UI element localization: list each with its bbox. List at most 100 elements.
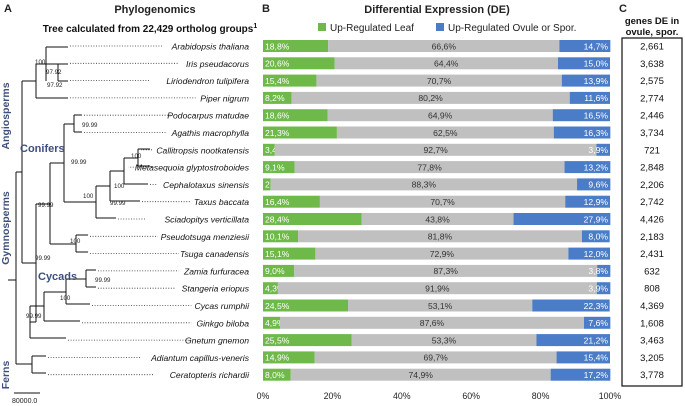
genes-de-metasequoia-glyptostroboides: 2,848 <box>640 163 664 174</box>
bar-leaf-cycas-rumphii <box>263 299 349 312</box>
bootstrap-label-8: 99.99 <box>38 202 54 209</box>
bar-label-not-de-zamia-furfuracea: 87,3% <box>434 266 459 276</box>
clade-ferns-label: Ferns <box>0 361 12 390</box>
bar-label-not-de-arabidopsis-thaliana: 66,6% <box>432 41 457 51</box>
bar-label-leaf-adiantum-capillus-veneris: 14,9% <box>265 353 290 363</box>
bootstrap-label-14: 99.99 <box>26 313 42 320</box>
bootstrap-label-4: 99.99 <box>71 159 87 166</box>
bootstrap-label-10: 99.99 <box>110 200 126 207</box>
panel-a-subtitle: Tree calculated from 22,429 ortholog gro… <box>43 23 258 35</box>
bar-ovule-zamia-furfuracea <box>597 264 611 277</box>
bar-label-leaf-gnetum-gnemon: 25,5% <box>265 335 290 345</box>
bar-label-not-de-callitropsis-nootkatensis: 92,7% <box>423 145 448 155</box>
genes-de-taxus-baccata: 2,742 <box>640 197 664 208</box>
genes-de-cephalotaxus-sinensis: 2,206 <box>640 180 664 191</box>
bar-label-ovule-podocarpus-matudae: 16,5% <box>584 111 609 121</box>
bar-label-not-de-gnetum-gnemon: 53,3% <box>432 335 457 345</box>
bar-label-leaf-taxus-baccata: 16,4% <box>265 197 290 207</box>
bar-ovule-iris-pseudacorus <box>557 57 610 70</box>
bar-leaf-gnetum-gnemon <box>263 334 352 347</box>
phylogenetic-tree <box>8 46 150 394</box>
bar-ovule-cycas-rumphii <box>532 299 610 312</box>
genes-de-podocarpus-matudae: 2,446 <box>640 111 664 122</box>
bar-ovule-pseudotsuga-menziesii <box>581 230 610 243</box>
legend-ovule-swatch <box>436 23 444 31</box>
genes-de-cycas-rumphii: 4,369 <box>640 301 664 312</box>
bar-leaf-agathis-macrophylla <box>263 126 337 139</box>
bar-label-leaf-cycas-rumphii: 24,5% <box>265 301 290 311</box>
bar-ovule-arabidopsis-thaliana <box>559 40 611 52</box>
bar-label-leaf-iris-pseudacorus: 20,6% <box>265 59 290 69</box>
bar-not-de-zamia-furfuracea <box>294 264 598 277</box>
bar-not-de-stangeria-eriopus <box>277 282 597 295</box>
species-label-sciadopitys-verticillata: Sciadopitys verticillata <box>164 215 249 225</box>
scale-bar-label: 80000.0 <box>12 398 37 405</box>
bar-label-not-de-liriodendron-tulipifera: 70,7% <box>427 76 452 86</box>
bar-label-ovule-piper-nigrum: 11,6% <box>584 93 608 103</box>
bar-ovule-ginkgo-biloba <box>583 316 611 329</box>
bar-not-de-sciadopitys-verticillata <box>361 213 514 225</box>
genes-de-column: 2,661 3,638 2,575 2,774 2,446 3,734 721 2,848 2,… <box>640 42 664 382</box>
panel-a-subtitle-text: Tree calculated from 22,429 ortholog gro… <box>43 24 254 35</box>
bar-label-leaf-arabidopsis-thaliana: 18,8% <box>265 41 290 51</box>
species-label-liriodendron-tulipifera: Liriodendron tulipifera <box>166 76 249 86</box>
genes-de-stangeria-eriopus: 808 <box>644 284 660 295</box>
bar-label-ovule-metasequoia-glyptostroboides: 13,2% <box>584 162 609 172</box>
bar-leaf-piper-nigrum <box>263 91 292 104</box>
species-label-metasequoia-glyptostroboides: Metasequoia glyptostroboides <box>135 163 250 173</box>
bar-ovule-tsuga-canadensis <box>568 247 610 260</box>
panel-b-letter: B <box>262 3 270 15</box>
legend-leaf-swatch <box>318 23 326 31</box>
bar-not-de-taxus-baccata <box>319 195 566 208</box>
bar-leaf-stangeria-eriopus <box>263 282 278 295</box>
bar-leaf-sciadopitys-verticillata <box>263 213 362 225</box>
bar-label-ovule-taxus-baccata: 12,9% <box>584 197 609 207</box>
bootstrap-label-0: 100 <box>35 59 46 66</box>
genes-de-sciadopitys-verticillata: 4,426 <box>640 215 664 226</box>
bar-leaf-taxus-baccata <box>263 195 320 208</box>
bar-leaf-ceratopteris-richardii <box>263 368 291 381</box>
bar-not-de-adiantum-capillus-veneris <box>314 351 557 364</box>
species-label-ginkgo-biloba: Ginkgo biloba <box>196 318 249 328</box>
bar-leaf-iris-pseudacorus <box>263 57 335 70</box>
genes-de-box <box>621 37 683 387</box>
bar-label-leaf-stangeria-eriopus: 4,3% <box>265 284 285 294</box>
bar-label-not-de-tsuga-canadensis: 72,9% <box>430 249 455 259</box>
bar-leaf-zamia-furfuracea <box>263 264 295 277</box>
bar-label-not-de-pseudotsuga-menziesii: 81,8% <box>428 232 453 242</box>
bar-label-ovule-sciadopitys-verticillata: 27,9% <box>584 214 609 224</box>
clade-gymnosperms-label: Gymnosperms <box>0 191 12 265</box>
genes-de-tsuga-canadensis: 2,431 <box>640 249 664 260</box>
bar-leaf-metasequoia-glyptostroboides <box>263 161 295 174</box>
bar-label-not-de-taxus-baccata: 70,7% <box>430 197 455 207</box>
bar-leaf-podocarpus-matudae <box>263 109 328 122</box>
bar-not-de-piper-nigrum <box>291 91 570 104</box>
legend-ovule-label: Up-Regulated Ovule or Spor. <box>448 23 576 34</box>
bar-label-not-de-podocarpus-matudae: 64,9% <box>428 111 453 121</box>
bar-label-ovule-ginkgo-biloba: 7,6% <box>588 318 608 328</box>
bootstrap-label-1: 97.92 <box>46 69 62 76</box>
bar-label-ovule-pseudotsuga-menziesii: 8,0% <box>588 232 608 242</box>
bar-label-ovule-gnetum-gnemon: 21,2% <box>584 335 609 345</box>
bootstrap-label-11: 99.99 <box>35 255 51 262</box>
bar-label-ovule-iris-pseudacorus: 15,0% <box>584 59 609 69</box>
panel-c-title-line2: ovule, spor. <box>626 27 679 38</box>
x-tick-3: 60% <box>462 391 480 401</box>
panel-a-letter: A <box>4 3 12 15</box>
bootstrap-label-9: 100 <box>70 238 81 245</box>
genes-de-adiantum-capillus-veneris: 3,205 <box>640 353 664 364</box>
bar-leaf-pseudotsuga-menziesii <box>263 230 299 243</box>
genes-de-ceratopteris-richardii: 3,778 <box>640 370 664 381</box>
bootstrap-label-6: 100 <box>131 153 142 160</box>
bar-label-not-de-ginkgo-biloba: 87,6% <box>420 318 445 328</box>
species-label-adiantum-capillus-veneris: Adiantum capillus-veneris <box>150 353 250 363</box>
bar-label-ovule-arabidopsis-thaliana: 14,7% <box>584 41 609 51</box>
bar-ovule-metasequoia-glyptostroboides <box>564 161 611 174</box>
x-tick-2: 40% <box>393 391 411 401</box>
bar-label-ovule-ceratopteris-richardii: 17,2% <box>584 370 609 380</box>
bar-leaf-ginkgo-biloba <box>263 316 281 329</box>
species-label-stangeria-eriopus: Stangeria eriopus <box>182 284 250 294</box>
panel-c-title-line1: genes DE in <box>625 16 680 27</box>
bar-ovule-podocarpus-matudae <box>552 109 610 122</box>
clade-conifers-label: Conifers <box>20 143 65 155</box>
